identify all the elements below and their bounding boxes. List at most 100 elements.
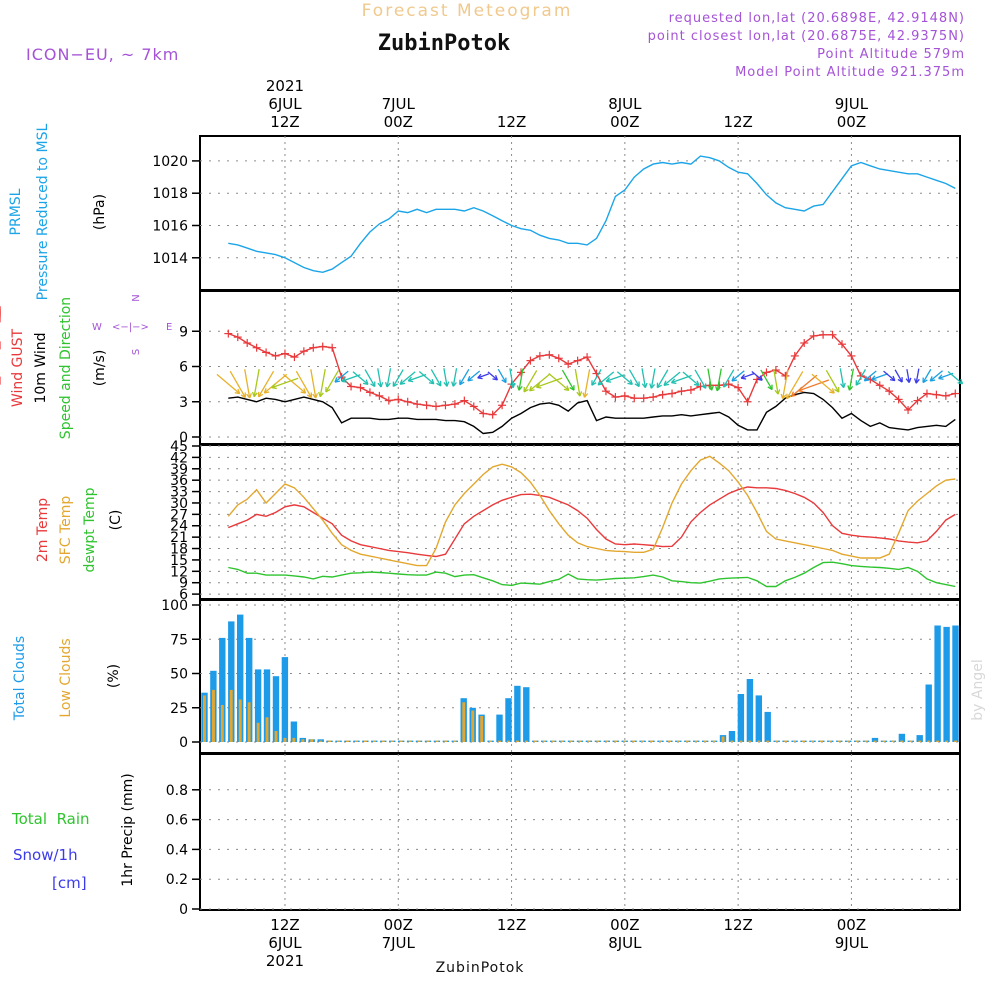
wind-arrow <box>780 369 789 400</box>
wind-arrow <box>263 373 288 394</box>
gust-point <box>347 382 356 391</box>
cloud-bar-low <box>945 740 948 742</box>
direction-key-n: N <box>131 294 142 301</box>
gust-point <box>904 405 913 414</box>
panel-frame <box>199 135 961 291</box>
cloud-bar-total <box>737 694 745 742</box>
y-tick-label: 18 <box>170 542 188 558</box>
cloud-bar-low <box>319 740 323 742</box>
cloud-bar-low <box>802 740 805 742</box>
model-label: ICON−EU, ~ 7km <box>26 45 179 64</box>
wind-arrow <box>707 368 714 391</box>
gust-point <box>469 402 478 411</box>
wind-arrow <box>548 372 570 391</box>
time-label: 9JUL <box>835 95 869 113</box>
temperature-ylabel-dewpt: dewpt Temp <box>82 487 98 572</box>
y-tick-label: 75 <box>170 632 188 648</box>
wind-arrow <box>855 369 867 386</box>
cloud-bar-low <box>605 740 609 742</box>
gust-point <box>526 356 535 365</box>
wind-arrow <box>694 369 707 389</box>
gust-point <box>356 383 365 392</box>
wind-arrow <box>825 370 840 393</box>
wind-arrow <box>682 371 700 387</box>
y-tick-label: 42 <box>170 450 188 466</box>
wind-arrow <box>722 369 735 388</box>
cloud-bar-low <box>676 740 680 742</box>
gust-point <box>790 351 799 360</box>
y-tick-label: 12 <box>170 564 188 580</box>
cloud-bar-low <box>569 740 573 742</box>
wind-arrow <box>760 369 773 391</box>
wind-arrow <box>811 373 835 394</box>
series-line-dewpt-temp <box>228 561 956 588</box>
clouds-ylabel: Total Clouds Low Clouds (%) <box>12 636 122 721</box>
gust-point <box>743 397 752 406</box>
cloud-bar-low <box>453 740 457 742</box>
cloud-bar-low <box>337 740 340 742</box>
wind-arrow <box>649 368 656 389</box>
cloud-bar-total <box>746 679 754 742</box>
cloud-bar-total <box>254 669 262 742</box>
gust-point <box>394 395 403 404</box>
wind-panel: 0 3 6 9 <box>0 290 964 446</box>
y-tick-label: 36 <box>170 473 188 489</box>
temperature-ylabel-unit: (C) <box>108 510 124 531</box>
wind-arrow <box>871 373 889 381</box>
cloud-bar-low <box>212 689 215 742</box>
wind-arrow <box>751 371 763 381</box>
gust-point <box>658 390 667 399</box>
y-tick-label: 1014 <box>152 251 188 267</box>
cloud-bar-low <box>918 740 922 742</box>
requested-point: requested lon,lat (20.6898E, 42.9148N) <box>669 11 965 26</box>
panel-frame <box>199 444 961 600</box>
time-label: 9JUL <box>835 934 869 952</box>
cloud-bar-low <box>238 699 242 742</box>
wind-arrow <box>509 368 516 389</box>
cloud-bar-total <box>272 676 280 742</box>
gust-point <box>554 354 563 363</box>
time-label: 12Z <box>270 113 299 131</box>
wind-ylabel-gust: Wind GUST <box>10 328 26 407</box>
time-label: 8JUL <box>608 934 642 952</box>
cloud-bar-total <box>505 698 512 742</box>
clouds-ylabel-total: Total Clouds <box>12 636 28 721</box>
pressure-panel: 1014 1016 1018 1020 <box>152 135 961 291</box>
cloud-bar-total <box>871 737 879 742</box>
cloud-bar-low <box>301 739 305 742</box>
cloud-bar-low <box>328 740 332 742</box>
cloud-bar-total <box>246 637 253 742</box>
y-tick-label: 9 <box>179 576 188 592</box>
wind-arrow <box>216 373 241 395</box>
gust-point <box>828 330 837 339</box>
cloud-bar-low <box>516 740 519 742</box>
precipitation-panel: 0 0.2 0.4 0.6 0.8 <box>166 753 961 918</box>
wind-arrow <box>929 370 943 382</box>
gust-point <box>809 331 818 340</box>
cloud-bar-low <box>882 740 886 742</box>
gust-point <box>800 339 809 347</box>
gust-point <box>913 396 922 405</box>
cloud-bar-total <box>281 657 289 742</box>
wind-arrow <box>731 370 745 382</box>
gust-point <box>564 360 573 369</box>
cloud-bar-low <box>480 716 484 742</box>
gust-point <box>299 347 308 356</box>
y-tick-label: 27 <box>170 507 188 523</box>
y-tick-label: 33 <box>170 485 188 501</box>
cloud-bar-total <box>290 721 298 742</box>
cloud-bar-low <box>203 695 206 742</box>
cloud-bar-low <box>265 717 269 742</box>
time-label: 00Z <box>384 113 413 131</box>
time-label: 00Z <box>837 916 866 934</box>
gust-point <box>224 329 233 338</box>
wind-arrow <box>790 374 818 397</box>
gust-point <box>432 402 441 411</box>
wind-arrow <box>334 370 349 383</box>
gust-point <box>375 391 384 400</box>
cloud-bar-low <box>730 740 734 742</box>
wind-arrow <box>467 370 481 382</box>
clouds-ylabel-low: Low Clouds <box>58 638 74 717</box>
temperature-ylabel: 2m Temp SFC Temp dewpt Temp (C) <box>35 487 124 572</box>
